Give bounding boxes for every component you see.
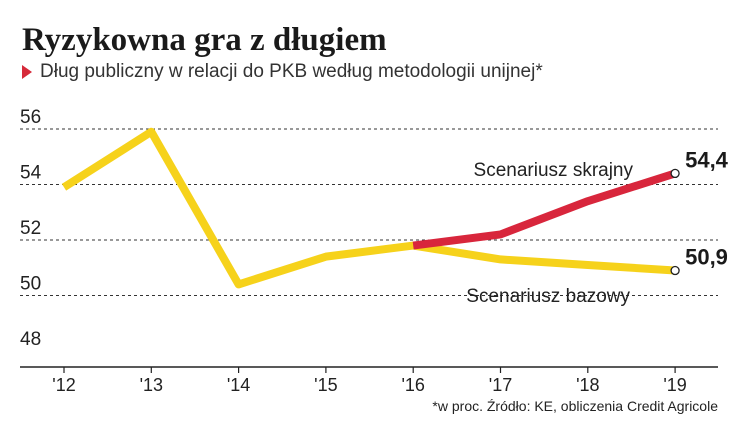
y-tick-label: 50 [20, 274, 41, 295]
chart-subtitle-text: Dług publiczny w relacji do PKB według m… [40, 61, 543, 82]
x-tick-label: '15 [314, 375, 337, 395]
source-note: *w proc. Źródło: KE, obliczenia Credit A… [432, 398, 718, 414]
series-label-extreme: Scenariusz skrajny [474, 160, 634, 181]
end-value-label: 50,9 [685, 245, 728, 270]
x-tick-label: '16 [401, 375, 424, 395]
chart-subtitle: Dług publiczny w relacji do PKB według m… [22, 61, 543, 83]
baseline-series-line [61, 127, 676, 289]
y-tick-label: 54 [20, 163, 42, 184]
x-tick-label: '13 [140, 375, 163, 395]
x-tick-label: '17 [489, 375, 512, 395]
x-tick-label: '19 [663, 375, 686, 395]
x-tick-label: '18 [576, 375, 599, 395]
series-label-baseline: Scenariusz bazowy [466, 286, 630, 307]
y-tick-label: 52 [20, 218, 41, 239]
end-point-marker [670, 168, 680, 179]
y-tick-label: 48 [20, 329, 41, 350]
x-tick-label: '12 [52, 375, 75, 395]
x-tick-label: '14 [227, 375, 250, 395]
triangle-bullet-icon [22, 65, 32, 79]
chart-title: Ryzykowna gra z długiem [22, 22, 387, 58]
end-point-marker [670, 265, 680, 276]
extreme-series-line [412, 169, 677, 250]
y-tick-label: 56 [20, 107, 41, 128]
end-value-label: 54,4 [685, 147, 729, 172]
